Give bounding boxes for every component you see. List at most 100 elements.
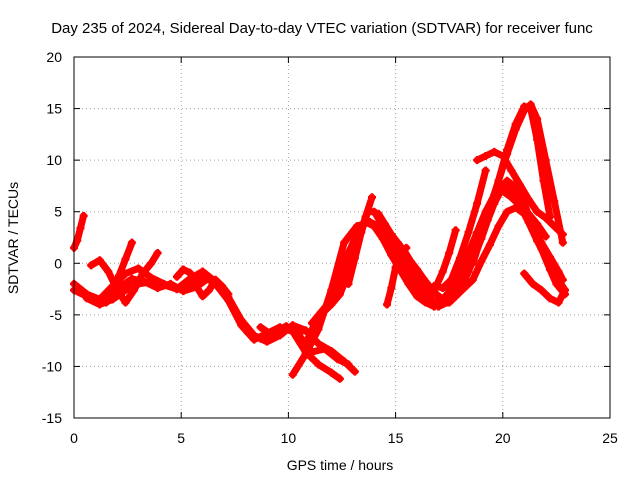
- data-point-marker: [443, 296, 452, 305]
- data-point-marker: [520, 269, 529, 278]
- data-point-marker: [211, 275, 220, 284]
- data-point-marker: [134, 264, 143, 273]
- data-point-marker: [537, 286, 546, 295]
- data-point-marker: [331, 281, 340, 290]
- y-tick-label: 5: [54, 204, 62, 220]
- data-point-marker: [299, 326, 308, 335]
- data-point-marker: [230, 306, 239, 315]
- data-point-marker: [391, 263, 400, 272]
- data-point-marker: [198, 292, 207, 301]
- data-point-marker: [464, 228, 473, 237]
- data-point-marker: [301, 350, 310, 359]
- data-point-marker: [413, 271, 422, 280]
- data-point-marker: [172, 272, 181, 281]
- data-point-marker: [415, 286, 424, 295]
- data-point-marker: [447, 275, 456, 284]
- series-line-17: [394, 226, 460, 294]
- data-point-marker: [344, 360, 353, 369]
- data-point-marker: [481, 166, 490, 175]
- data-point-marker: [460, 271, 469, 280]
- data-point-marker: [205, 286, 214, 295]
- data-point-marker: [533, 207, 542, 216]
- tick-layer: 0 5 10 15 20 25 20 15 10 5 0 -5 -10 -15: [42, 49, 618, 446]
- y-tick-label: 10: [46, 152, 62, 168]
- data-point-marker: [558, 238, 567, 247]
- data-point-marker: [147, 259, 156, 268]
- x-tick-label: 5: [177, 430, 185, 446]
- data-point-marker: [406, 265, 415, 274]
- data-point-marker: [494, 176, 503, 185]
- x-tick-label: 0: [70, 430, 78, 446]
- x-tick-label: 10: [281, 430, 297, 446]
- data-point-marker: [256, 334, 265, 343]
- data-point-marker: [494, 222, 503, 231]
- data-point-marker: [314, 339, 323, 348]
- series-line-1: [70, 212, 88, 252]
- data-point-marker: [419, 279, 428, 288]
- plot-frame: [73, 56, 611, 419]
- data-point-marker: [558, 230, 567, 239]
- series-markers-18: [430, 166, 490, 293]
- data-point-marker: [387, 230, 396, 239]
- data-point-marker: [473, 156, 482, 165]
- data-point-marker: [95, 300, 104, 309]
- data-point-marker: [468, 259, 477, 268]
- data-point-marker: [320, 344, 329, 353]
- data-point-marker: [511, 120, 520, 129]
- data-point-marker: [550, 197, 559, 206]
- data-point-marker: [325, 296, 334, 305]
- data-point-marker: [421, 295, 430, 304]
- data-point-marker: [288, 323, 297, 332]
- data-point-marker: [368, 193, 377, 202]
- y-tick-label: 15: [46, 101, 62, 117]
- data-point-marker: [140, 277, 149, 286]
- data-point-marker: [192, 281, 201, 290]
- data-point-marker: [301, 339, 310, 348]
- data-point-marker: [267, 330, 276, 339]
- y-tick-label: -5: [50, 307, 63, 323]
- data-point-marker: [520, 199, 529, 208]
- data-point-marker: [400, 255, 409, 264]
- data-point-marker: [460, 284, 469, 293]
- data-point-marker: [153, 284, 162, 293]
- data-point-marker: [503, 176, 512, 185]
- x-axis-label: GPS time / hours: [287, 457, 394, 473]
- data-point-marker: [425, 286, 434, 295]
- data-point-marker: [545, 253, 554, 262]
- data-point-marker: [314, 360, 323, 369]
- data-point-marker: [76, 224, 85, 233]
- data-point-marker: [545, 212, 554, 221]
- data-point-marker: [520, 102, 529, 111]
- data-point-marker: [485, 240, 494, 249]
- data-point-marker: [185, 268, 194, 277]
- data-point-marker: [537, 238, 546, 247]
- data-point-marker: [288, 370, 297, 379]
- data-point-marker: [428, 300, 437, 309]
- data-point-marker: [552, 279, 561, 288]
- data-point-marker: [307, 319, 316, 328]
- data-point-marker: [451, 286, 460, 295]
- data-point-marker: [558, 275, 567, 284]
- data-point-marker: [127, 274, 136, 283]
- data-point-marker: [432, 290, 441, 299]
- data-point-marker: [539, 176, 548, 185]
- data-point-marker: [383, 300, 392, 309]
- data-point-marker: [526, 104, 535, 113]
- data-point-marker: [121, 255, 130, 264]
- data-point-marker: [82, 294, 91, 303]
- data-point-marker: [102, 298, 111, 307]
- data-point-marker: [490, 147, 499, 156]
- series-markers-1: [70, 211, 88, 252]
- data-point-marker: [438, 267, 447, 276]
- data-point-marker: [545, 294, 554, 303]
- data-point-marker: [533, 135, 542, 144]
- data-point-marker: [344, 248, 353, 257]
- series-markers-8: [256, 323, 308, 339]
- data-point-marker: [350, 254, 359, 263]
- data-point-marker: [370, 222, 379, 231]
- y-axis-label: SDTVAR / TECUs: [5, 182, 21, 294]
- data-point-marker: [335, 275, 344, 284]
- data-point-marker: [95, 256, 104, 265]
- data-point-marker: [503, 207, 512, 216]
- data-point-marker: [243, 328, 252, 337]
